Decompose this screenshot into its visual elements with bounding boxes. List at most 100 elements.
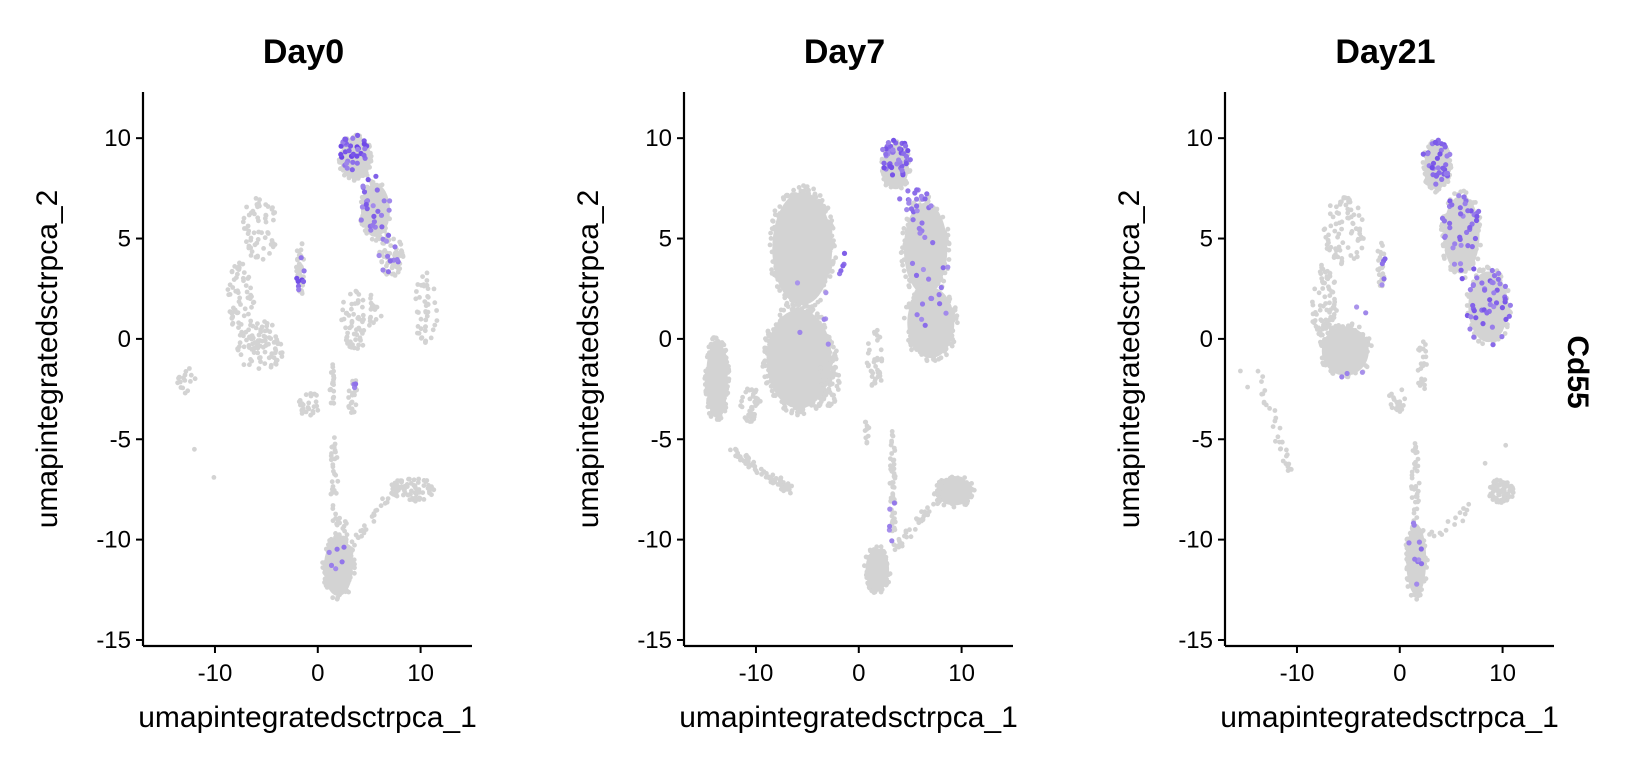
- cell-point: [1343, 202, 1349, 208]
- cell-point: [1345, 210, 1351, 216]
- cell-point: [899, 249, 905, 255]
- cell-point: [362, 523, 367, 529]
- x-tick-label: 0: [311, 660, 324, 687]
- cell-point: [1277, 439, 1282, 445]
- cell-point: [1326, 286, 1332, 292]
- cell-point: [1327, 293, 1333, 298]
- cell-point: [331, 400, 337, 406]
- cell-point: [1284, 447, 1289, 453]
- cell-point: [273, 348, 279, 353]
- background-cells: [175, 132, 440, 602]
- cell-point: [353, 288, 359, 294]
- cell-point: [371, 320, 376, 326]
- cell-cluster: [903, 202, 948, 295]
- cell-point: [889, 480, 895, 485]
- expressing-cell-point: [1443, 162, 1449, 168]
- cell-point: [251, 230, 257, 236]
- cell-point: [1488, 491, 1494, 497]
- cell-point: [1405, 584, 1411, 589]
- cell-point: [188, 379, 193, 384]
- cell-point: [330, 595, 336, 601]
- expressing-cells: [794, 137, 951, 544]
- expressing-cell-point: [1442, 233, 1448, 239]
- cell-point: [781, 307, 787, 313]
- expressing-cell-point: [381, 198, 387, 204]
- expressing-cell-point: [1506, 313, 1512, 319]
- cell-point: [254, 240, 260, 246]
- expressing-cell-point: [365, 177, 371, 183]
- expressing-cell-point: [1420, 151, 1426, 157]
- expressing-cell-point: [370, 203, 376, 209]
- x-tick-label: 10: [1489, 660, 1516, 687]
- cell-point: [359, 533, 364, 539]
- cell-point: [237, 340, 243, 346]
- cell-point: [1327, 270, 1333, 276]
- cell-point: [946, 294, 952, 300]
- cell-point: [331, 394, 337, 400]
- expressing-cell-point: [943, 310, 949, 316]
- expressing-cell-point: [887, 163, 893, 169]
- expressing-cell-point: [1379, 261, 1385, 267]
- cell-point: [373, 238, 379, 243]
- expressing-cell-point: [1363, 310, 1369, 316]
- cell-point: [418, 335, 424, 341]
- expressing-cell-point: [361, 141, 367, 147]
- cell-point: [424, 270, 430, 276]
- expressing-cell-point: [1418, 546, 1424, 552]
- cell-point: [334, 521, 339, 527]
- cell-point: [411, 477, 417, 483]
- cell-point: [862, 428, 868, 433]
- cell-point: [1490, 497, 1496, 502]
- expressing-cell-point: [896, 157, 902, 163]
- cell-point: [421, 483, 427, 488]
- expressing-cell-point: [897, 196, 903, 202]
- cell-point: [272, 210, 278, 215]
- expressing-cell-point: [1449, 202, 1455, 208]
- expressing-cell-point: [1439, 176, 1445, 182]
- cell-point: [274, 357, 280, 363]
- cell-point: [796, 301, 802, 307]
- expressing-cell-point: [885, 140, 892, 146]
- cell-point: [1424, 362, 1429, 367]
- expressing-cell-point: [922, 234, 928, 240]
- expressing-cell-point: [821, 316, 827, 322]
- expressing-cell-point: [378, 212, 385, 218]
- expressing-cell-point: [1471, 334, 1477, 340]
- cell-point: [1497, 478, 1503, 483]
- cell-point: [340, 526, 346, 531]
- cell-point: [421, 282, 427, 288]
- cell-point: [263, 219, 269, 225]
- cell-point: [422, 328, 428, 334]
- cell-point: [728, 447, 733, 453]
- cell-point: [371, 511, 377, 517]
- cell-point: [1500, 497, 1506, 502]
- cell-point: [314, 392, 319, 398]
- expressing-cell-point: [380, 267, 386, 273]
- cell-point: [246, 245, 252, 251]
- cell-point: [260, 256, 266, 262]
- cell-point: [1272, 418, 1278, 424]
- expressing-cell-point: [936, 292, 942, 298]
- cell-point: [241, 313, 247, 319]
- cell-point: [1409, 475, 1415, 481]
- cell-point: [241, 215, 247, 221]
- cell-point: [782, 406, 787, 411]
- cell-point: [238, 352, 244, 358]
- y-tick-label: 10: [1186, 125, 1213, 152]
- cell-point: [237, 332, 243, 338]
- cell-point: [749, 405, 754, 411]
- expressing-cell-point: [375, 208, 381, 214]
- cell-point: [240, 219, 246, 225]
- expressing-cell-point: [1447, 225, 1453, 231]
- expressing-cell-point: [926, 276, 932, 282]
- cell-point: [241, 278, 246, 284]
- expressing-cell-point: [354, 153, 360, 159]
- cell-point: [963, 502, 969, 508]
- cell-point: [1260, 374, 1266, 379]
- y-tick-label: -10: [96, 527, 131, 554]
- cell-point: [1359, 234, 1364, 240]
- x-axis-label: umapintegratedsctrpca_1: [138, 701, 477, 734]
- cell-point: [349, 399, 355, 405]
- cell-point: [1411, 510, 1417, 516]
- expressing-cell-point: [1474, 275, 1480, 281]
